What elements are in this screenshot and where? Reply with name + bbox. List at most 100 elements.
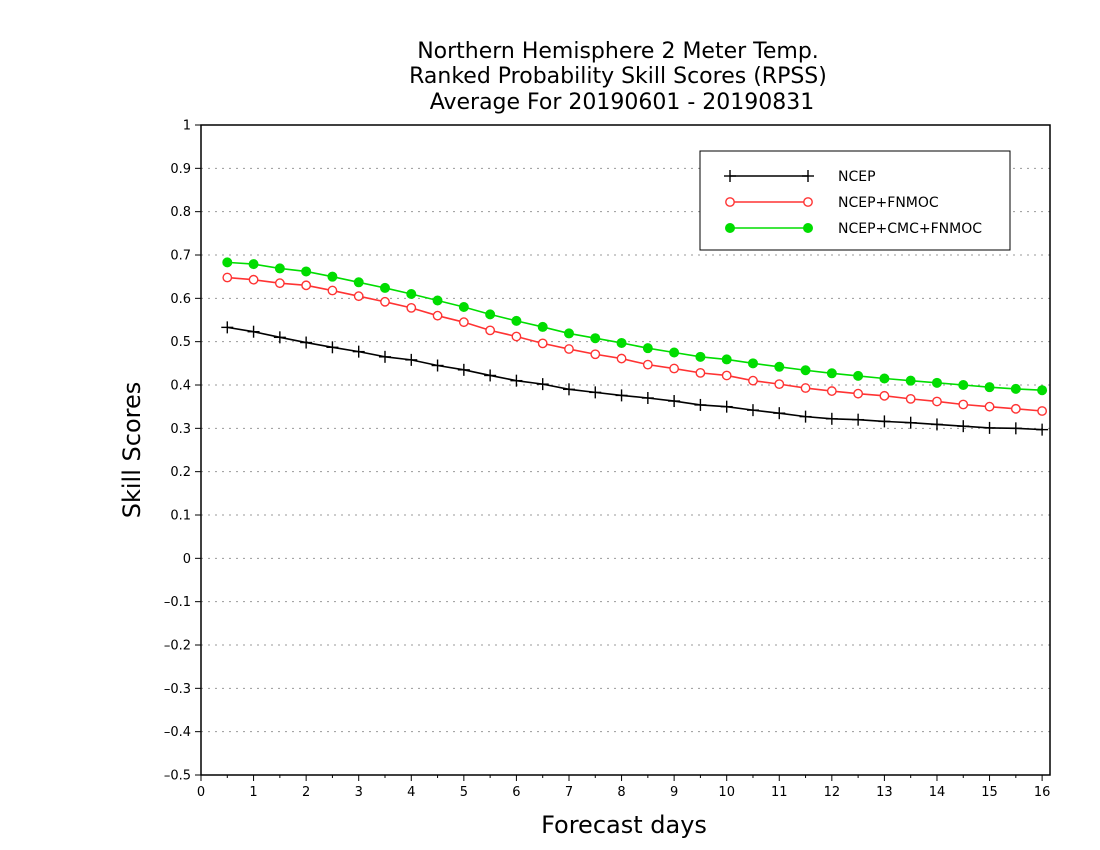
y-tick-label: 0.4 [170, 379, 191, 394]
data-point [853, 370, 864, 381]
series-ncep-cmc-fnmoc [222, 257, 1048, 396]
y-tick-label: 0.5 [170, 335, 191, 350]
y-tick-label: –0.3 [164, 682, 191, 697]
data-point [222, 257, 233, 268]
data-point [984, 401, 995, 412]
x-axis-label: Forecast days [541, 811, 707, 839]
grid-lines [201, 167, 1050, 733]
data-point [721, 354, 732, 365]
data-point [457, 363, 470, 376]
legend-label: NCEP+FNMOC [838, 195, 939, 211]
data-point [642, 359, 653, 370]
x-tick-label: 16 [1034, 785, 1051, 800]
data-point [694, 398, 707, 411]
x-tick-label: 9 [670, 785, 678, 800]
data-point [826, 386, 837, 396]
data-point [458, 302, 469, 312]
tick-labels: –0.5 –0.4 –0.3 –0.2 –0.1 0 0.1 0.2 0.3 0.4 0.5 0.6 0… [164, 119, 1051, 801]
legend-label: NCEP+CMC+FNMOC [838, 221, 982, 237]
data-point [432, 295, 443, 306]
data-point [800, 383, 811, 393]
data-point [274, 278, 285, 289]
data-point [301, 280, 312, 291]
legend-entry: NCEP+FNMOC [725, 195, 939, 211]
x-tick-label: 3 [355, 785, 363, 800]
data-point [878, 415, 891, 428]
data-point [248, 274, 259, 285]
data-point [616, 337, 627, 348]
x-tick-label: 15 [981, 785, 998, 800]
y-tick-label: 0.1 [170, 509, 191, 524]
data-point [590, 349, 601, 360]
data-point [484, 369, 497, 382]
data-point [537, 338, 548, 349]
data-point [405, 353, 418, 366]
x-tick-label: 8 [617, 785, 625, 800]
legend-label: NCEP [838, 169, 876, 185]
data-point [669, 347, 680, 358]
data-point [746, 404, 759, 417]
data-point [327, 271, 338, 282]
x-tick-label: 14 [929, 785, 946, 800]
data-point [353, 277, 364, 288]
data-point [1037, 385, 1048, 396]
legend-entry: NCEP+CMC+FNMOC [725, 221, 982, 237]
y-tick-label: 0.2 [170, 465, 191, 480]
x-tick-label: 5 [460, 785, 468, 800]
series-line-ncep-cmc-fnmoc [227, 261, 1043, 391]
legend: NCEP NCEP+FNMOC NCEP+CMC+FNMOC [699, 150, 1011, 251]
data-point [327, 285, 338, 296]
data-point [905, 375, 916, 386]
data-point [563, 328, 574, 339]
data-point [930, 418, 943, 431]
data-point [983, 421, 996, 434]
data-point [720, 400, 733, 413]
title-line-1: Northern Hemisphere 2 Meter Temp. [417, 39, 819, 64]
y-tick-label: –0.5 [164, 769, 191, 784]
axes [195, 124, 1051, 781]
data-point [958, 380, 969, 390]
data-point [248, 259, 259, 270]
data-point [431, 359, 444, 372]
x-tick-label: 10 [718, 785, 735, 800]
x-tick-label: 11 [771, 785, 788, 800]
data-point [773, 407, 786, 420]
series-ncep-fnmoc [222, 272, 1048, 416]
title-line-2: Ranked Probability Skill Scores (RPSS) [409, 64, 827, 89]
data-point [221, 321, 234, 334]
y-tick-label: 0 [183, 552, 191, 567]
series-ncep [221, 321, 1049, 436]
x-tick-label: 7 [565, 785, 573, 800]
y-tick-label: –0.1 [164, 595, 191, 610]
data-point [774, 379, 785, 390]
data-point [536, 378, 549, 391]
data-point [406, 289, 417, 299]
data-point [273, 331, 286, 344]
data-point [380, 296, 390, 307]
y-tick-label: 1 [183, 119, 191, 134]
data-point [326, 341, 339, 354]
series-line-ncep [227, 326, 1043, 431]
legend-marker [802, 170, 814, 182]
data-point [274, 263, 285, 274]
data-point [615, 389, 628, 402]
data-point [984, 382, 995, 393]
x-tick-label: 1 [249, 785, 257, 800]
data-point [904, 416, 917, 429]
legend-box [699, 150, 1011, 251]
data-point [668, 395, 681, 408]
y-tick-label: 0.3 [170, 422, 191, 437]
series [221, 257, 1049, 436]
x-tick-label: 2 [302, 785, 310, 800]
legend-entry: NCEP [724, 169, 876, 185]
x-tick-label: 13 [876, 785, 893, 800]
data-point [747, 358, 758, 369]
data-point [931, 377, 942, 388]
data-point [562, 383, 575, 396]
data-point [721, 370, 732, 381]
data-point [511, 315, 522, 326]
data-point [879, 373, 890, 384]
data-point [616, 353, 627, 364]
data-point [485, 325, 496, 336]
data-point [511, 331, 522, 342]
